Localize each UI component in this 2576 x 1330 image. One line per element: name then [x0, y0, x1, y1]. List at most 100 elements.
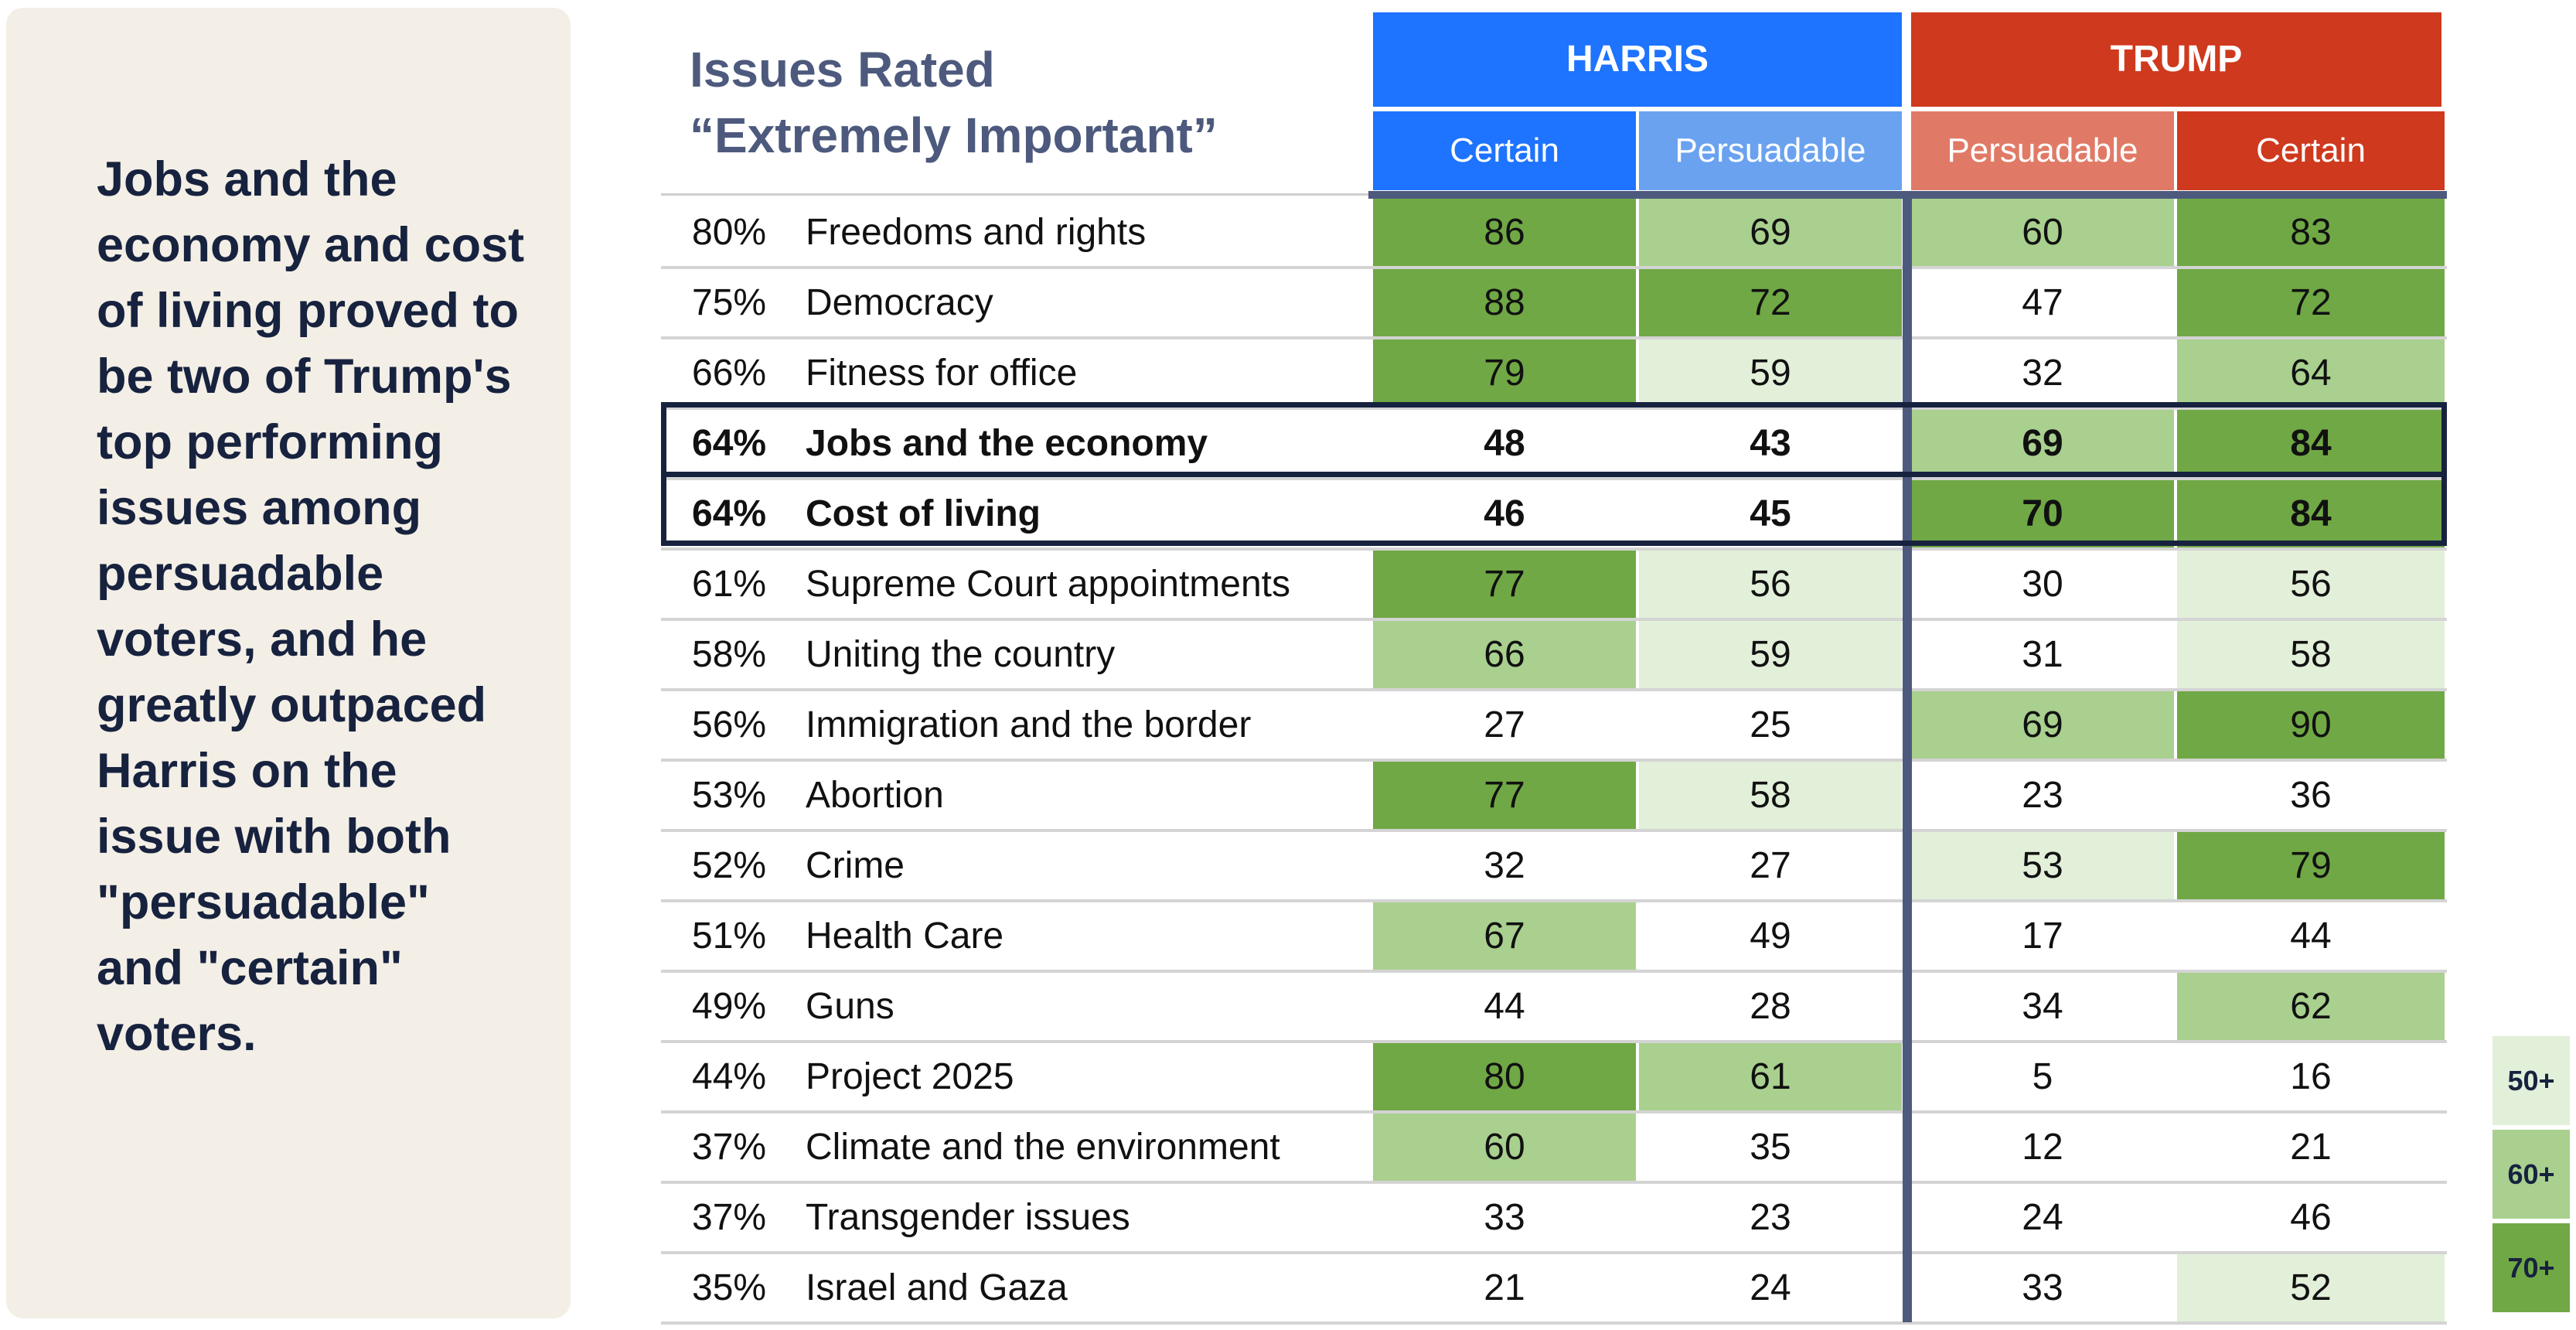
row-importance-pct: 37%: [692, 1197, 767, 1238]
value-cell: 36: [2177, 762, 2445, 829]
row-rule: [661, 829, 2447, 832]
value-cell: 90: [2177, 691, 2445, 759]
row-rule: [661, 1321, 2447, 1325]
value-cell: 32: [1373, 832, 1636, 899]
table-row: 51% Health Care 67 49 17 44: [661, 902, 2447, 973]
table-row: 56% Immigration and the border 27 25 69 90: [661, 691, 2447, 762]
table-title: Issues Rated “Extremely Important”: [690, 37, 1354, 169]
row-rule: [661, 618, 2447, 621]
table-row: 37% Transgender issues 33 23 24 46: [661, 1184, 2447, 1254]
value-cell: 35: [1639, 1113, 1902, 1181]
value-cell: 60: [1373, 1113, 1636, 1181]
side-panel: Jobs and the economy and cost of living …: [6, 8, 571, 1318]
row-issue-label: Democracy: [806, 282, 993, 323]
table-row: 75% Democracy 88 72 47 72: [661, 269, 2447, 339]
value-cell: 33: [1911, 1254, 2174, 1321]
row-issue-label: Health Care: [806, 916, 1004, 957]
value-cell: 12: [1911, 1113, 2174, 1181]
value-cell: 79: [1373, 339, 1636, 407]
row-importance-pct: 35%: [692, 1267, 767, 1308]
row-importance-pct: 64%: [692, 493, 767, 534]
title-line-2: “Extremely Important”: [690, 107, 1218, 163]
value-cell: 66: [1373, 621, 1636, 688]
row-rule: [661, 759, 2447, 762]
row-importance-pct: 66%: [692, 353, 767, 394]
value-cell: 79: [2177, 832, 2445, 899]
table-row: 37% Climate and the environment 60 35 12 21: [661, 1113, 2447, 1184]
row-rule: [661, 970, 2447, 973]
value-cell: 47: [1911, 269, 2174, 336]
value-cell: 60: [1911, 199, 2174, 266]
row-issue-label: Supreme Court appointments: [806, 564, 1290, 605]
table-row: 52% Crime 32 27 53 79: [661, 832, 2447, 902]
trump-header: TRUMP: [1911, 12, 2441, 107]
table-row: 66% Fitness for office 79 59 32 64: [661, 339, 2447, 410]
value-cell: 48: [1373, 410, 1636, 477]
row-importance-pct: 53%: [692, 775, 767, 816]
row-issue-label: Immigration and the border: [806, 704, 1252, 745]
value-cell: 28: [1639, 973, 1902, 1040]
value-cell: 69: [1911, 691, 2174, 759]
row-issue-label: Uniting the country: [806, 634, 1116, 675]
value-cell: 24: [1639, 1254, 1902, 1321]
row-importance-pct: 64%: [692, 423, 767, 464]
value-cell: 59: [1639, 621, 1902, 688]
row-rule: [661, 1251, 2447, 1254]
row-importance-pct: 75%: [692, 282, 767, 323]
table-row: 44% Project 2025 80 61 5 16: [661, 1043, 2447, 1113]
side-note: Jobs and the economy and cost of living …: [97, 152, 525, 1061]
value-cell: 5: [1911, 1043, 2174, 1110]
legend-70: 70+: [2493, 1223, 2570, 1312]
value-cell: 77: [1373, 551, 1636, 618]
table-row: 49% Guns 44 28 34 62: [661, 973, 2447, 1043]
row-rule: [661, 547, 2447, 551]
row-rule: [661, 1040, 2447, 1043]
value-cell: 67: [1373, 902, 1636, 970]
harris-header: HARRIS: [1373, 12, 1902, 107]
table-row: 35% Israel and Gaza 21 24 33 52: [661, 1254, 2447, 1325]
value-cell: 53: [1911, 832, 2174, 899]
value-cell: 30: [1911, 551, 2174, 618]
value-cell: 46: [2177, 1184, 2445, 1251]
title-line-1: Issues Rated: [690, 42, 995, 97]
value-cell: 61: [1639, 1043, 1902, 1110]
value-cell: 83: [2177, 199, 2445, 266]
value-cell: 77: [1373, 762, 1636, 829]
value-cell: 45: [1639, 480, 1902, 547]
row-issue-label: Cost of living: [806, 493, 1041, 534]
row-issue-label: Abortion: [806, 775, 944, 816]
value-cell: 62: [2177, 973, 2445, 1040]
value-cell: 24: [1911, 1184, 2174, 1251]
row-importance-pct: 58%: [692, 634, 767, 675]
value-cell: 34: [1911, 973, 2174, 1040]
value-cell: 84: [2177, 480, 2445, 547]
value-cell: 69: [1639, 199, 1902, 266]
legend-50: 50+: [2493, 1036, 2570, 1125]
value-cell: 56: [2177, 551, 2445, 618]
value-cell: 17: [1911, 902, 2174, 970]
table-row: 64% Jobs and the economy 48 43 69 84: [661, 410, 2447, 480]
value-cell: 56: [1639, 551, 1902, 618]
value-cell: 23: [1639, 1184, 1902, 1251]
row-importance-pct: 37%: [692, 1127, 767, 1168]
trump-persuadable-header: Persuadable: [1911, 111, 2174, 190]
row-rule: [661, 899, 2447, 902]
value-cell: 72: [1639, 269, 1902, 336]
row-issue-label: Project 2025: [806, 1056, 1014, 1097]
row-importance-pct: 52%: [692, 845, 767, 886]
table-row: 80% Freedoms and rights 86 69 60 83: [661, 199, 2447, 269]
harris-certain-header: Certain: [1373, 111, 1636, 190]
row-rule: [661, 1181, 2447, 1184]
row-rule: [661, 336, 2447, 339]
value-cell: 27: [1373, 691, 1636, 759]
value-cell: 16: [2177, 1043, 2445, 1110]
row-rule: [661, 688, 2447, 691]
row-importance-pct: 80%: [692, 212, 767, 253]
value-cell: 46: [1373, 480, 1636, 547]
trump-certain-header: Certain: [2177, 111, 2445, 190]
legend-60: 60+: [2493, 1130, 2570, 1219]
value-cell: 69: [1911, 410, 2174, 477]
row-issue-label: Freedoms and rights: [806, 212, 1147, 253]
table-row: 64% Cost of living 46 45 70 84: [661, 480, 2447, 551]
value-cell: 44: [2177, 902, 2445, 970]
